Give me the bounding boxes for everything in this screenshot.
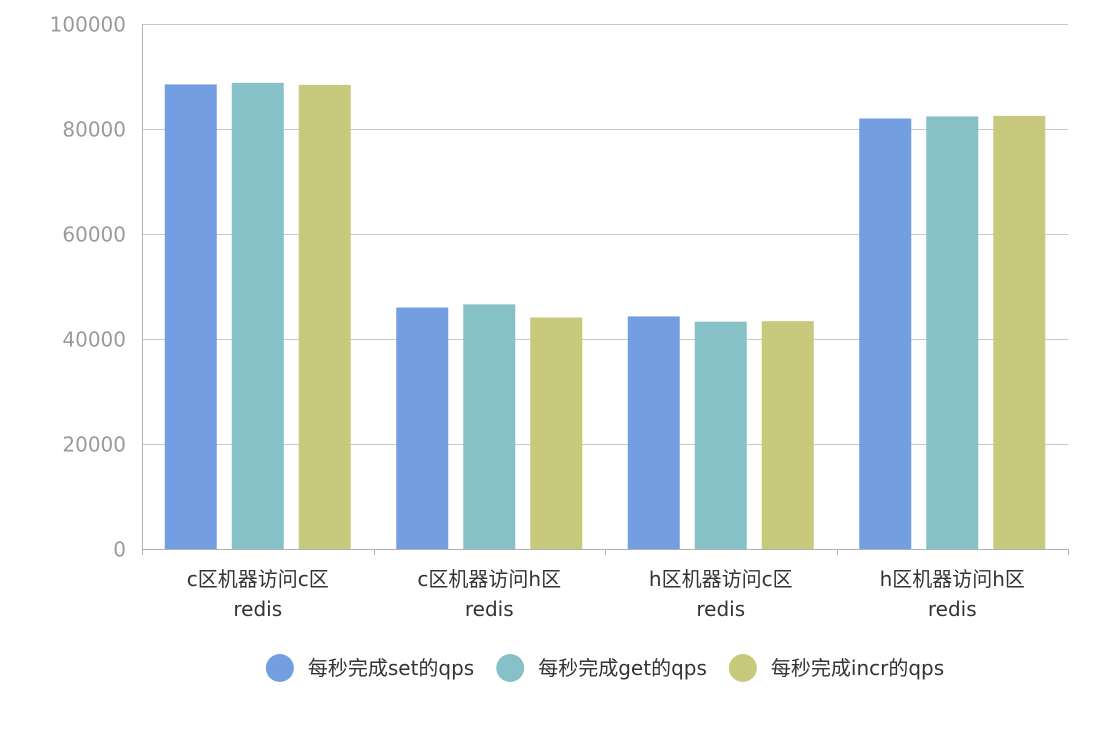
legend-item[interactable]: 每秒完成incr的qps	[728, 654, 944, 682]
y-tick-label: 0	[113, 538, 126, 562]
bar[interactable]	[627, 316, 680, 549]
bar[interactable]	[463, 304, 516, 549]
x-tick-label: redis	[233, 597, 282, 621]
x-tick-label: c区机器访问h区	[417, 567, 561, 591]
legend-marker	[496, 654, 525, 682]
x-tick-label: h区机器访问c区	[649, 567, 793, 591]
bar[interactable]	[859, 118, 912, 550]
x-tick-label: c区机器访问c区	[187, 567, 329, 591]
legend-marker	[265, 654, 294, 682]
bar[interactable]	[926, 116, 979, 550]
legend-item[interactable]: 每秒完成set的qps	[265, 654, 474, 682]
legend-label: 每秒完成set的qps	[308, 656, 474, 680]
bar[interactable]	[761, 321, 814, 549]
bar[interactable]	[164, 84, 217, 549]
bar[interactable]	[993, 115, 1046, 549]
y-tick-labels: 0 20000 40000 60000 80000 100000	[50, 13, 126, 562]
x-tick-labels: c区机器访问c区 redis c区机器访问h区 redis h区机器访问c区 redis h…	[187, 567, 1025, 621]
bar[interactable]	[396, 307, 449, 550]
y-tick-label: 40000	[62, 328, 126, 352]
axes	[142, 24, 1069, 555]
grid-lines	[142, 24, 1068, 445]
legend-marker	[728, 654, 757, 682]
x-tick-label: redis	[696, 597, 745, 621]
x-tick-label: redis	[465, 597, 514, 621]
bar[interactable]	[530, 317, 583, 549]
bar[interactable]	[231, 82, 284, 550]
y-tick-label: 60000	[62, 223, 126, 247]
legend-label: 每秒完成get的qps	[538, 656, 707, 680]
bar[interactable]	[298, 84, 351, 550]
x-tick-label: h区机器访问h区	[880, 567, 1025, 591]
legend-label: 每秒完成incr的qps	[771, 656, 944, 680]
bar[interactable]	[694, 321, 747, 549]
y-tick-label: 80000	[62, 118, 126, 142]
y-tick-label: 100000	[50, 13, 126, 37]
y-tick-label: 20000	[62, 433, 126, 457]
bars	[164, 82, 1046, 550]
x-tick-label: redis	[928, 597, 977, 621]
legend[interactable]: 每秒完成set的qps 每秒完成get的qps 每秒完成incr的qps	[265, 654, 944, 682]
legend-item[interactable]: 每秒完成get的qps	[496, 654, 707, 682]
